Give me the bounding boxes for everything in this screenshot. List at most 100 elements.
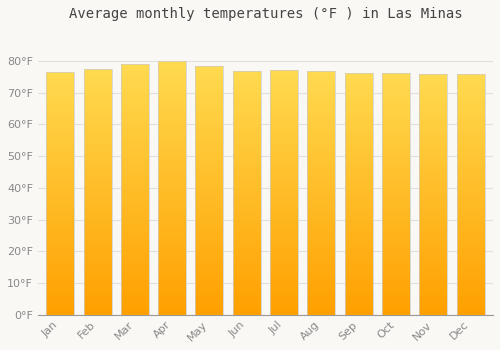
Bar	[46, 99, 74, 101]
Bar	[233, 110, 261, 112]
Bar	[196, 270, 224, 272]
Bar	[420, 151, 448, 154]
Bar	[344, 187, 372, 189]
Bar	[308, 215, 336, 217]
Bar	[46, 266, 74, 269]
Bar	[233, 276, 261, 278]
Bar	[196, 290, 224, 292]
Bar	[270, 109, 298, 111]
Bar	[456, 295, 484, 298]
Bar	[233, 198, 261, 200]
Bar	[344, 303, 372, 305]
Bar	[456, 202, 484, 204]
Bar	[420, 89, 448, 91]
Bar	[420, 240, 448, 243]
Bar	[270, 302, 298, 305]
Bar	[84, 211, 112, 214]
Bar	[46, 228, 74, 230]
Bar	[270, 312, 298, 315]
Bar	[84, 233, 112, 236]
Bar	[344, 184, 372, 187]
Bar	[121, 227, 149, 230]
Bar	[121, 212, 149, 215]
Bar	[270, 256, 298, 258]
Bar	[46, 213, 74, 215]
Bar	[456, 163, 484, 166]
Bar	[233, 88, 261, 90]
Bar	[270, 207, 298, 209]
Bar	[420, 264, 448, 267]
Bar	[382, 184, 410, 187]
Bar	[344, 85, 372, 88]
Bar	[196, 208, 224, 210]
Bar	[308, 144, 336, 147]
Bar	[121, 217, 149, 219]
Bar	[121, 154, 149, 157]
Bar	[456, 125, 484, 127]
Bar	[233, 122, 261, 125]
Bar	[420, 84, 448, 86]
Bar	[84, 170, 112, 172]
Bar	[420, 279, 448, 281]
Bar	[420, 173, 448, 175]
Bar	[84, 120, 112, 123]
Bar	[196, 223, 224, 225]
Bar	[84, 251, 112, 253]
Bar	[196, 180, 224, 183]
Bar	[420, 303, 448, 305]
Bar	[308, 203, 336, 205]
Bar	[382, 242, 410, 245]
Bar	[121, 74, 149, 77]
Bar	[158, 239, 186, 241]
Bar	[233, 237, 261, 239]
Bar	[270, 293, 298, 295]
Bar	[196, 165, 224, 168]
Bar	[121, 164, 149, 167]
Bar	[233, 222, 261, 225]
Bar	[344, 295, 372, 298]
Bar	[46, 237, 74, 239]
Bar	[420, 149, 448, 151]
Bar	[456, 298, 484, 300]
Bar	[121, 257, 149, 260]
Bar	[382, 261, 410, 264]
Bar	[158, 71, 186, 74]
Bar	[46, 193, 74, 196]
Bar	[233, 246, 261, 249]
Bar	[456, 74, 484, 315]
Bar	[270, 141, 298, 143]
Bar	[196, 300, 224, 302]
Bar	[158, 221, 186, 223]
Bar	[420, 298, 448, 300]
Bar	[46, 269, 74, 271]
Bar	[420, 103, 448, 106]
Bar	[196, 255, 224, 258]
Bar	[233, 161, 261, 163]
Bar	[158, 140, 186, 142]
Bar	[158, 109, 186, 112]
Bar	[46, 286, 74, 288]
Bar	[121, 197, 149, 199]
Bar	[382, 187, 410, 189]
Bar	[46, 278, 74, 281]
Bar	[344, 146, 372, 148]
Bar	[270, 214, 298, 217]
Bar	[270, 131, 298, 133]
Bar	[84, 219, 112, 221]
Bar	[84, 261, 112, 263]
Bar	[270, 106, 298, 109]
Bar	[420, 101, 448, 103]
Bar	[46, 118, 74, 120]
Bar	[196, 247, 224, 250]
Bar	[270, 128, 298, 131]
Bar	[84, 263, 112, 266]
Bar	[84, 162, 112, 165]
Bar	[456, 86, 484, 89]
Bar	[344, 199, 372, 201]
Bar	[84, 69, 112, 71]
Bar	[382, 141, 410, 143]
Bar	[456, 305, 484, 308]
Bar	[308, 105, 336, 108]
Bar	[308, 76, 336, 79]
Bar	[121, 222, 149, 224]
